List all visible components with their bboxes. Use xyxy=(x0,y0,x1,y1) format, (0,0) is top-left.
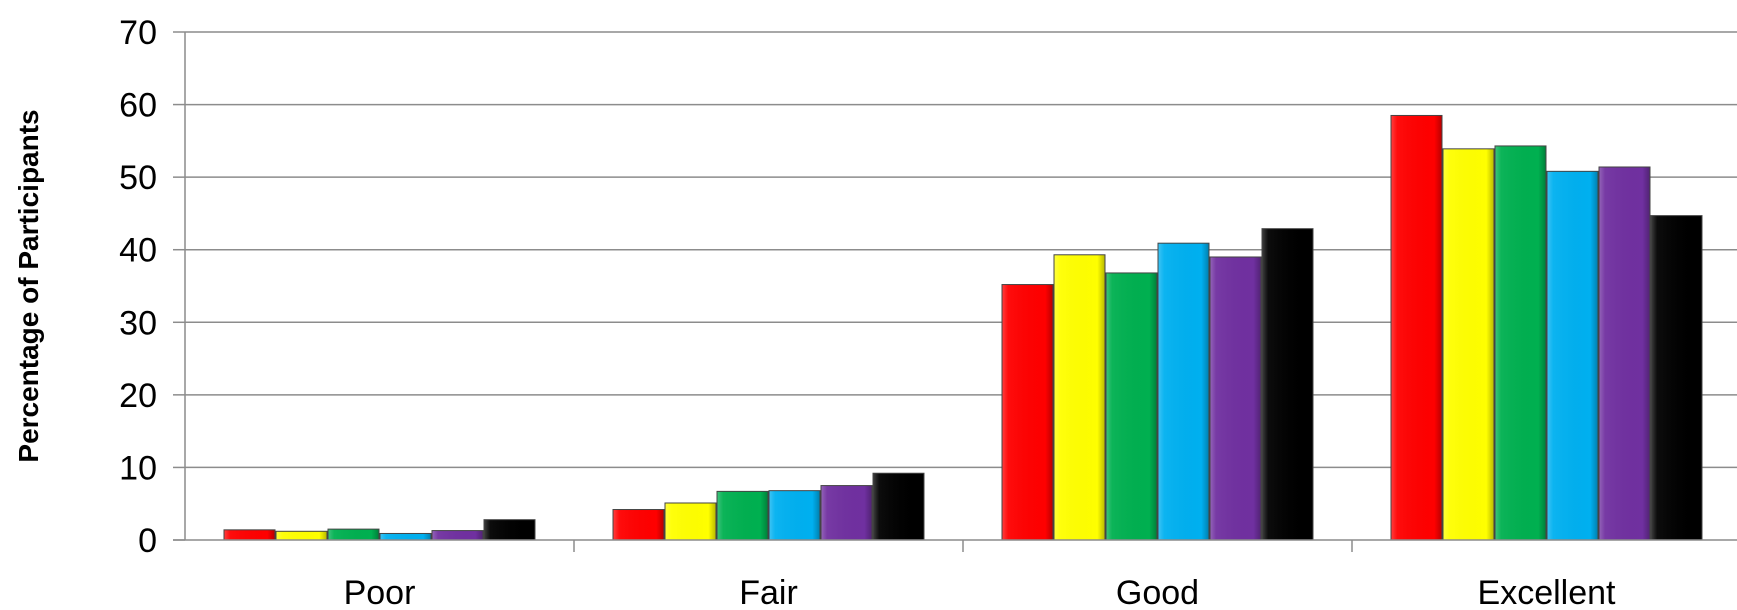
bar-shading xyxy=(1262,228,1313,540)
gridlines xyxy=(185,31,1737,469)
bar xyxy=(1209,256,1262,541)
bar-shading xyxy=(1002,284,1053,540)
bar-shading xyxy=(1495,145,1546,541)
bar-shading xyxy=(1391,115,1442,540)
bar-shading xyxy=(665,502,716,540)
bar-shading xyxy=(484,519,535,540)
bar-shading xyxy=(873,473,924,540)
bar xyxy=(431,530,484,541)
bar-shading xyxy=(717,491,768,540)
bar xyxy=(379,532,432,541)
bar xyxy=(1494,145,1547,541)
x-category-label: Fair xyxy=(739,574,798,610)
bar xyxy=(1157,242,1210,541)
bar-shading xyxy=(1210,256,1261,540)
bar-shading xyxy=(1054,254,1105,540)
y-tick-label: 50 xyxy=(119,159,157,197)
bars xyxy=(223,114,1703,541)
bar xyxy=(768,490,821,541)
bar xyxy=(1598,166,1651,541)
y-tick-label: 30 xyxy=(119,304,157,342)
bar xyxy=(275,530,328,541)
y-axis-title: Percentage of Participants xyxy=(13,109,44,462)
bar xyxy=(1105,272,1158,541)
bar-shading xyxy=(769,490,820,540)
y-tick-label: 60 xyxy=(119,87,157,125)
y-tick-label: 40 xyxy=(119,232,157,270)
x-category-label: Good xyxy=(1116,574,1199,610)
x-category-label: Excellent xyxy=(1478,574,1617,610)
bar xyxy=(1390,114,1443,541)
y-axis-ticks: 0 10 20 30 40 50 60 70 xyxy=(119,14,185,560)
y-tick-label: 0 xyxy=(138,522,157,560)
bar-shading xyxy=(1651,215,1702,540)
bar xyxy=(327,528,380,541)
bar-shading xyxy=(1547,171,1598,540)
bar-shading xyxy=(821,485,872,540)
y-tick-label: 10 xyxy=(119,449,157,487)
bar-shading xyxy=(276,531,327,540)
bar xyxy=(664,502,717,541)
y-tick-label: 20 xyxy=(119,377,157,415)
bar xyxy=(1001,284,1054,541)
y-tick-label: 70 xyxy=(119,14,157,52)
bar xyxy=(716,490,769,541)
bar xyxy=(1261,228,1314,541)
bar-shading xyxy=(613,509,664,540)
bar xyxy=(483,519,536,541)
bar xyxy=(872,472,925,541)
bar xyxy=(612,509,665,541)
bar xyxy=(820,485,873,541)
bar-shading xyxy=(1158,243,1209,540)
bar-shading xyxy=(1106,272,1157,540)
bar xyxy=(1546,170,1599,541)
bar-shading xyxy=(328,529,379,540)
x-category-label: Poor xyxy=(344,574,416,610)
bar-shading xyxy=(1599,166,1650,541)
bar-shading xyxy=(224,529,275,540)
axes xyxy=(173,32,1737,552)
bar xyxy=(223,529,276,541)
bar xyxy=(1650,215,1703,541)
bar-shading xyxy=(432,530,483,540)
bar-shading xyxy=(1443,148,1494,540)
bar-shading xyxy=(380,533,431,540)
bar xyxy=(1442,148,1495,541)
x-axis-labels: Poor Fair Good Excellent xyxy=(344,574,1616,610)
bar xyxy=(1053,254,1106,541)
